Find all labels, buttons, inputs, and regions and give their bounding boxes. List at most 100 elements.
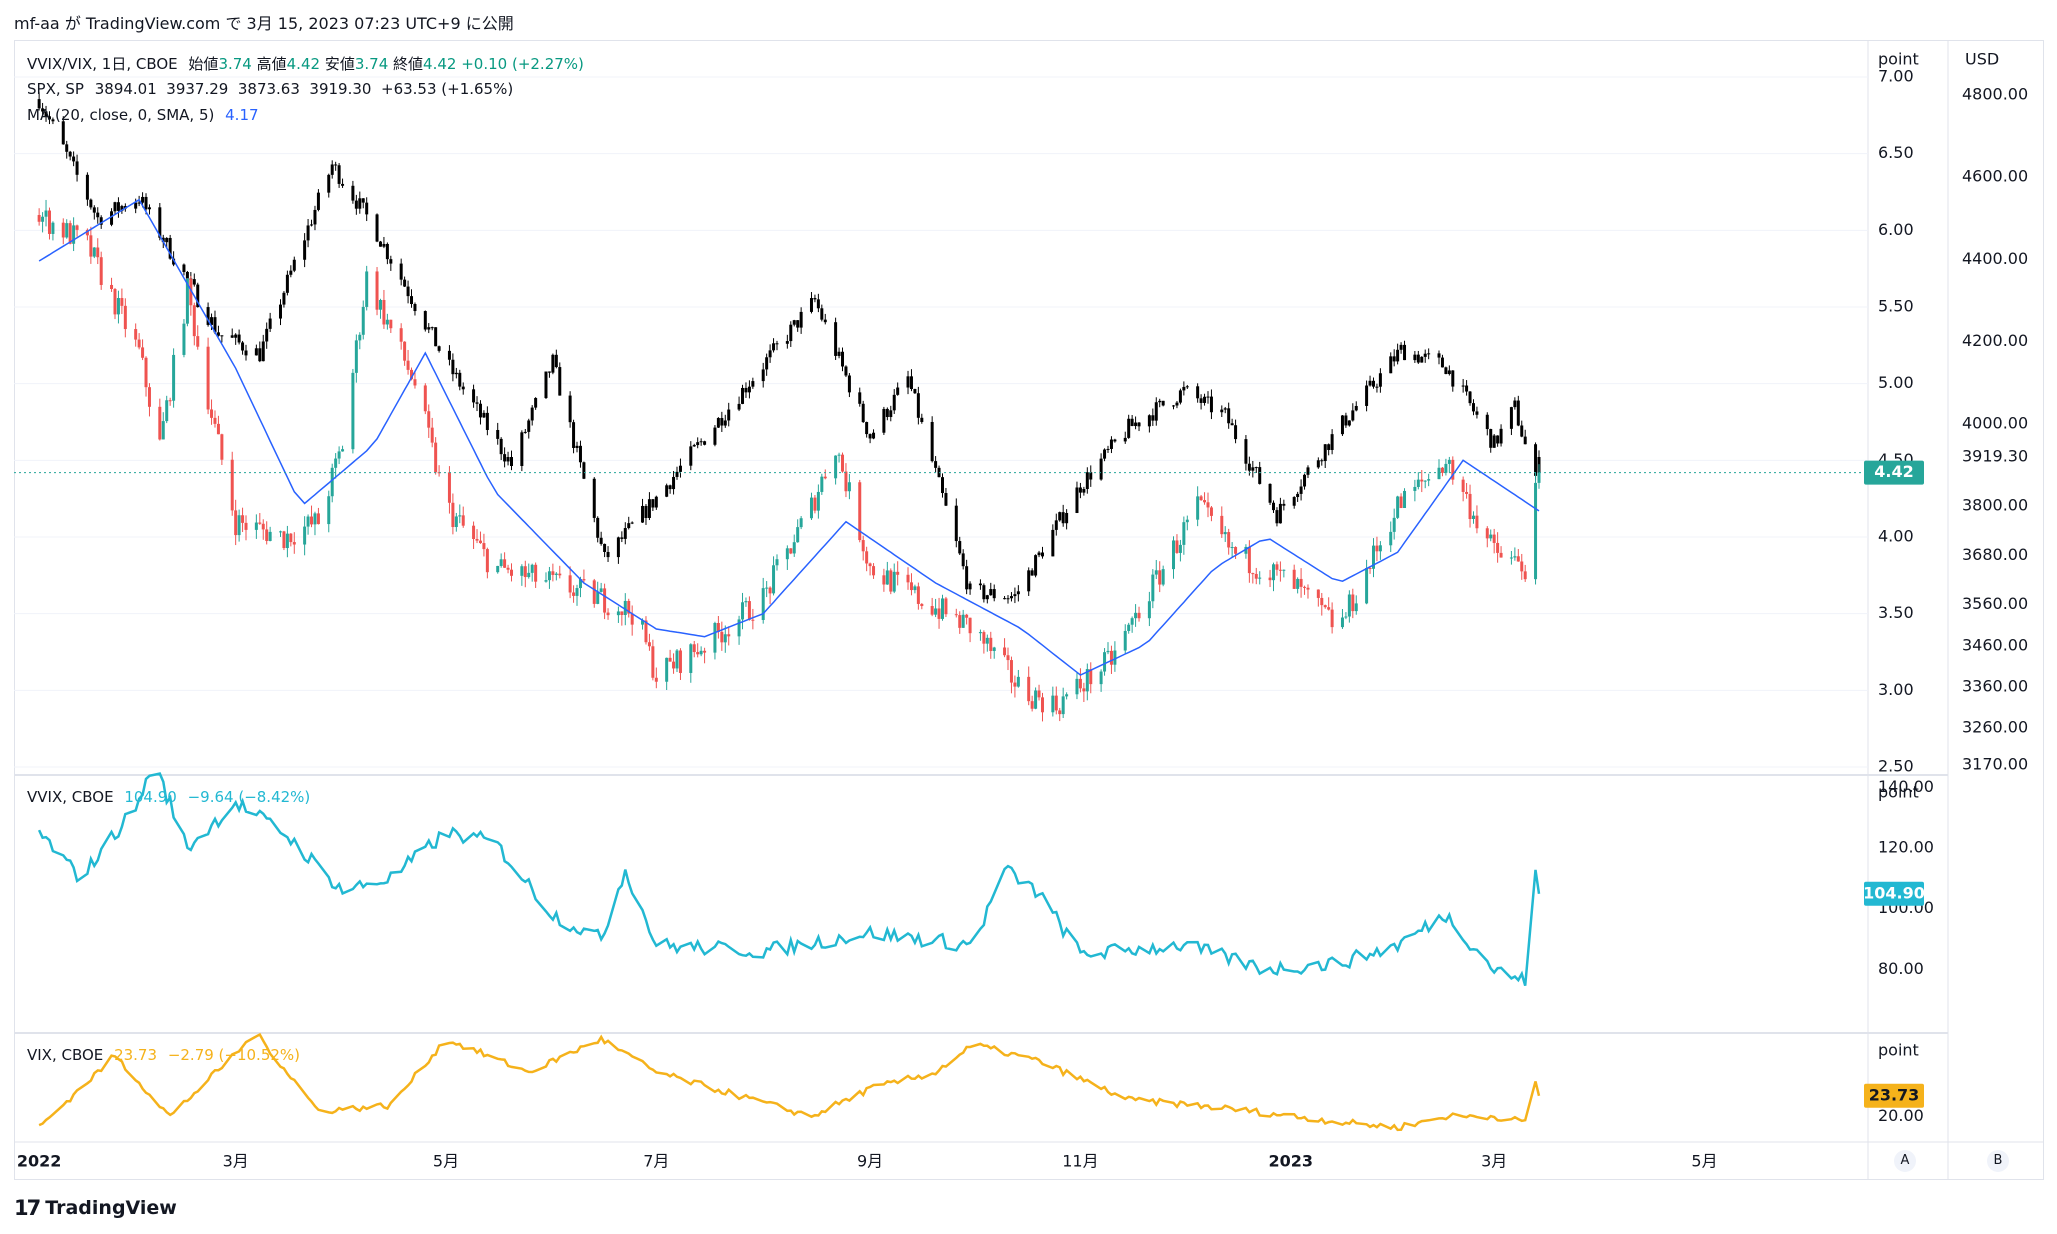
- spx-candle: [282, 292, 286, 305]
- vvix-vix-candle: [1251, 573, 1255, 575]
- vvix-vix-candle: [1282, 569, 1286, 571]
- usd-axis-tick: 4000.00: [1962, 413, 2028, 432]
- vvix-vix-candle: [292, 542, 296, 545]
- spx-candle: [1203, 396, 1207, 403]
- vvix-vix-candle: [1447, 459, 1451, 464]
- vvix-vix-candle: [1292, 569, 1296, 589]
- vvix-pane: [37, 772, 1541, 987]
- ma-legend[interactable]: MA (20, close, 0, SMA, 5) 4.17: [27, 106, 259, 124]
- spx-candle: [572, 422, 576, 448]
- vvix-vix-candle: [941, 598, 944, 619]
- close-value: 4.42: [423, 55, 457, 73]
- chart-frame[interactable]: [14, 40, 2044, 1180]
- high-label: 高値: [256, 55, 287, 73]
- vvix-vix-candle: [572, 592, 576, 596]
- spx-candle: [744, 387, 748, 393]
- vvix-vix-candle: [889, 570, 893, 592]
- vix-legend[interactable]: VIX, CBOE 23.73 −2.79 (−10.52%): [27, 1046, 300, 1064]
- vvix-vix-candle: [165, 400, 169, 422]
- spx-candle: [954, 505, 958, 542]
- vvix-vix-candle: [1123, 630, 1127, 651]
- vvix-vix-candle: [1258, 577, 1262, 579]
- vvix-vix-candle: [772, 565, 776, 594]
- spx-candle: [558, 367, 562, 396]
- vvix-vix-candle: [1303, 586, 1307, 588]
- spx-candle: [1089, 472, 1093, 480]
- spx-candle: [892, 394, 896, 411]
- vvix-vix-candle: [351, 372, 355, 450]
- spx-candle: [596, 517, 600, 538]
- spx-candle: [1234, 425, 1238, 440]
- spx-candle: [478, 403, 482, 418]
- vvix-vix-candle: [506, 567, 510, 570]
- spx-candle: [1082, 489, 1086, 493]
- main-axis-tick: 6.00: [1878, 220, 1914, 239]
- vvix-vix-candle: [916, 586, 920, 604]
- spx-candle: [1440, 357, 1444, 368]
- vix-line: [38, 1032, 1541, 1132]
- vvix-vix-candle: [216, 423, 220, 435]
- spx-candle: [1485, 414, 1489, 430]
- vvix-vix-candle: [616, 611, 620, 616]
- spx-candle: [351, 185, 355, 201]
- spx-candle: [675, 471, 679, 477]
- spx-candle: [506, 457, 510, 462]
- spx-candle: [647, 499, 651, 518]
- vvix-vix-candle: [1254, 573, 1258, 579]
- spx-candle: [1027, 570, 1031, 592]
- main-axis-tick: 7.00: [1878, 67, 1914, 86]
- vvix-vix-candle: [868, 563, 872, 567]
- vvix-legend[interactable]: VVIX, CBOE 104.90 −9.64 (−8.42%): [27, 788, 310, 806]
- vvix-vix-candle: [816, 491, 820, 511]
- vvix-vix-candle: [823, 476, 827, 479]
- vvix-line: [37, 772, 1541, 987]
- vvix-vix-candle: [44, 210, 48, 217]
- spx-candle: [1178, 390, 1182, 403]
- vvix-vix-candle: [741, 602, 745, 620]
- spx-candle: [1061, 512, 1065, 524]
- vvix-vix-candle: [1085, 669, 1089, 692]
- main-axis-tick: 4.00: [1878, 527, 1914, 546]
- spx-legend[interactable]: SPX, SP 3894.01 3937.29 3873.63 3919.30 …: [27, 80, 513, 98]
- vvix-vix-candle: [703, 650, 707, 653]
- spx-candle: [1258, 467, 1262, 484]
- vvix-vix-candle: [958, 615, 962, 628]
- vvix-vix-candle: [651, 646, 655, 678]
- spx-candle: [889, 410, 893, 418]
- vvix-vix-candle: [630, 613, 634, 625]
- vvix-vix-candle: [458, 515, 462, 517]
- spx-candle: [654, 496, 658, 508]
- vvix-vix-candle: [1378, 545, 1382, 552]
- spx-candle: [65, 144, 69, 152]
- main-symbol: VVIX/VIX, 1日, CBOE: [27, 55, 178, 73]
- spx-candle: [285, 274, 289, 293]
- scale-button-a[interactable]: A: [1894, 1150, 1916, 1172]
- vvix-vix-candle: [775, 559, 779, 566]
- vvix-vix-candle: [313, 513, 317, 525]
- vvix-vix-candle: [954, 614, 958, 616]
- spx-candle: [1344, 415, 1348, 426]
- main-axis-tick: 3.00: [1878, 680, 1914, 699]
- spx-candle: [337, 165, 341, 184]
- vvix-vix-candle: [1492, 534, 1496, 543]
- spx-candle: [334, 164, 338, 166]
- vvix-vix-candle: [1471, 515, 1475, 520]
- vvix-vix-candle: [182, 323, 186, 355]
- spx-candle: [582, 462, 586, 479]
- vvix-vix-candle: [1089, 669, 1093, 685]
- spx-candle: [196, 284, 200, 308]
- vvix-vix-candle: [713, 622, 717, 653]
- vvix-vix-candle: [520, 566, 524, 576]
- spx-candle: [1147, 415, 1151, 427]
- spx-candle: [382, 243, 386, 247]
- spx-candle: [306, 225, 310, 241]
- spx-candle: [689, 446, 693, 466]
- vvix-vix-candle: [303, 526, 307, 545]
- vvix-vix-candle: [334, 458, 338, 468]
- scale-button-b[interactable]: B: [1987, 1150, 2009, 1172]
- main-legend[interactable]: VVIX/VIX, 1日, CBOE 始値3.74 高値4.42 安値3.74 …: [27, 53, 584, 74]
- spx-candle: [1244, 439, 1248, 464]
- tradingview-logo[interactable]: 17 TradingView: [14, 1196, 177, 1220]
- vvix-vix-candle: [1272, 564, 1276, 581]
